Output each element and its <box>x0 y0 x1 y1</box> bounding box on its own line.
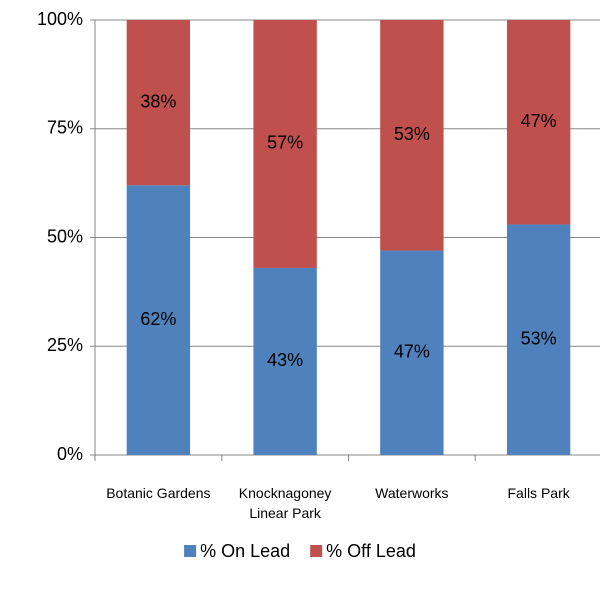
y-tick-label: 25% <box>47 335 83 355</box>
bar-segment <box>506 20 571 225</box>
y-tick-label: 100% <box>37 9 83 29</box>
x-tick-label: Botanic Gardens <box>106 485 211 501</box>
data-label: 53% <box>521 328 557 348</box>
data-label: 47% <box>394 342 430 362</box>
data-label: 57% <box>267 133 303 153</box>
bar-segment <box>380 250 444 455</box>
legend: % On Lead % Off Lead <box>184 541 416 561</box>
y-tick-label: 0% <box>57 444 83 464</box>
bar-segment <box>380 20 444 251</box>
data-label: 38% <box>140 91 176 111</box>
bar-segment <box>253 20 317 268</box>
y-tick-label: 75% <box>47 118 83 138</box>
data-label: 62% <box>140 309 176 329</box>
data-label: 53% <box>394 124 430 144</box>
bar-segment <box>126 185 191 456</box>
bar-segment <box>506 224 571 455</box>
bar-segment <box>126 20 191 186</box>
data-label: 43% <box>267 350 303 370</box>
legend-label: % On Lead <box>200 541 290 561</box>
legend-label: % Off Lead <box>326 541 416 561</box>
y-tick-label: 50% <box>47 226 83 246</box>
x-tick-label: Waterworks <box>375 485 449 501</box>
legend-swatch <box>310 545 323 557</box>
legend-swatch <box>184 545 197 557</box>
data-label: 47% <box>521 111 557 131</box>
x-tick-label: Knocknagoney Linear Park <box>238 485 332 521</box>
bar-segment <box>253 267 317 455</box>
x-tick-label: Falls Park <box>507 485 570 501</box>
